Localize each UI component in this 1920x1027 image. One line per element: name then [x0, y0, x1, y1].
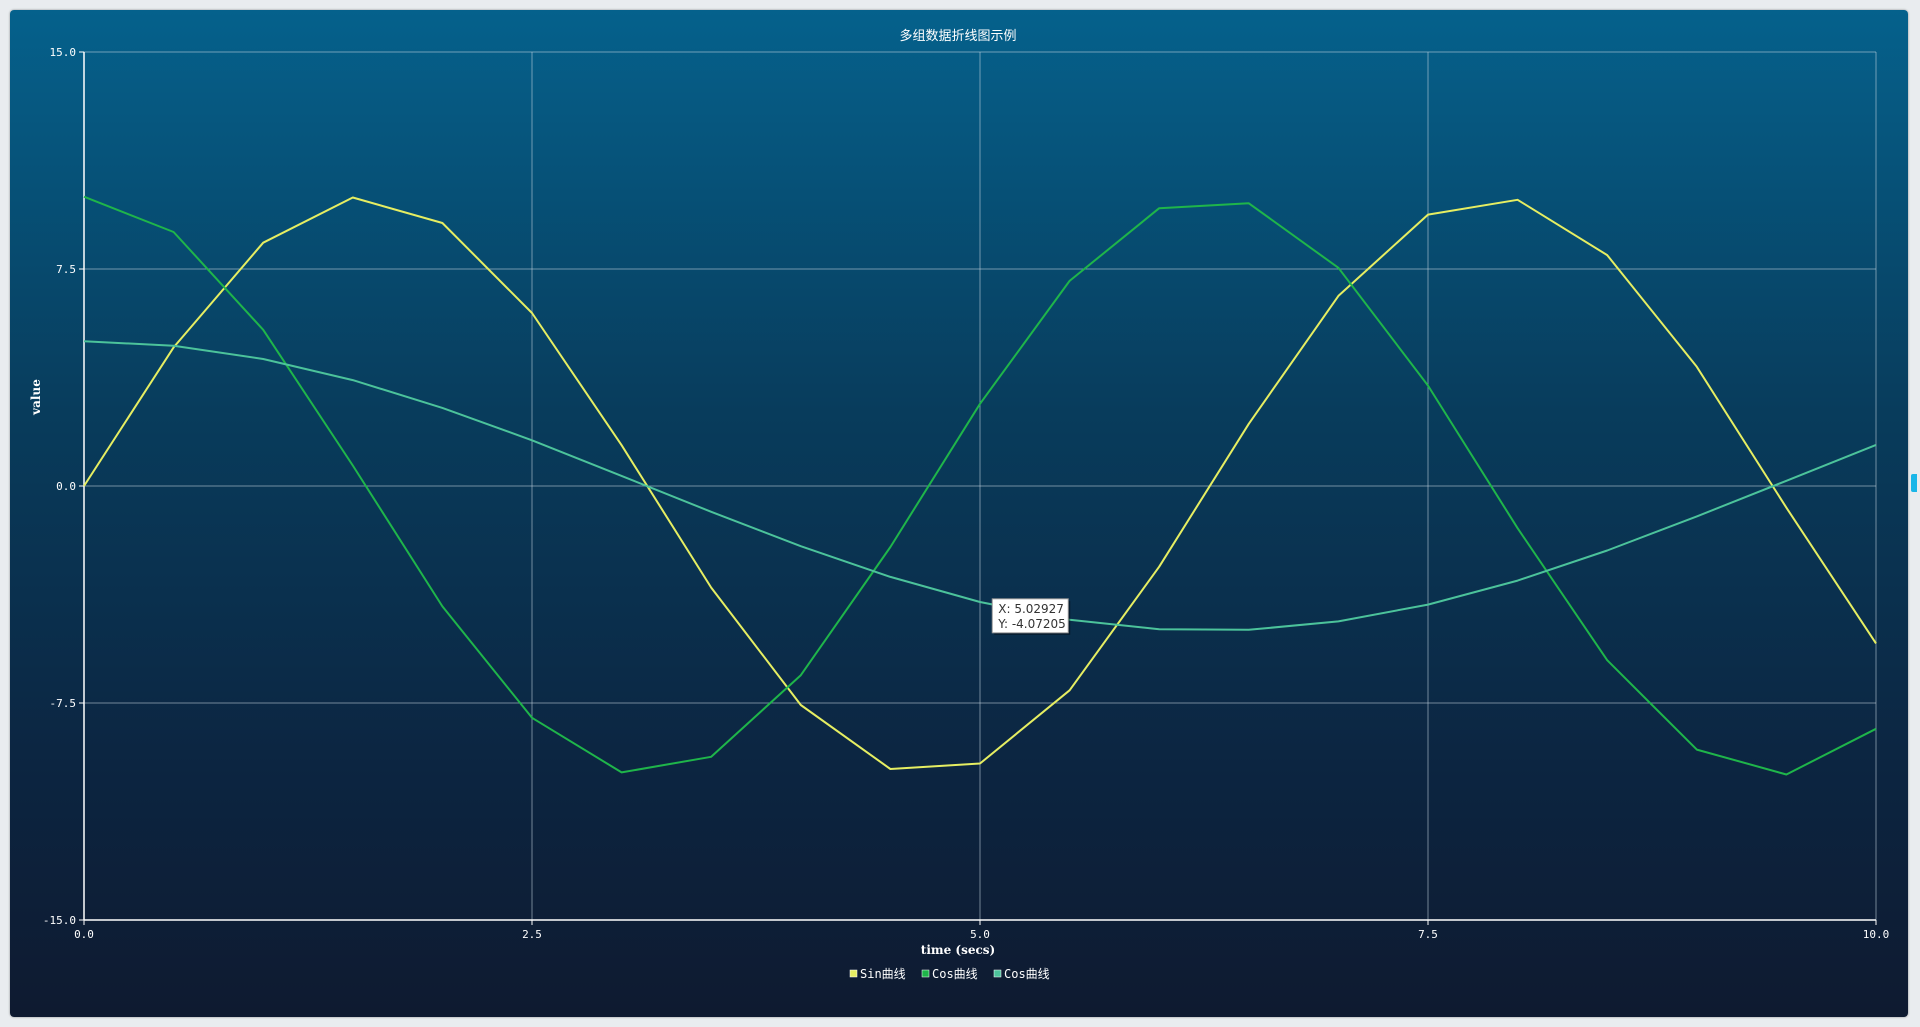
x-axis-title: time (secs) — [921, 943, 995, 957]
grid — [84, 51, 1877, 920]
tick-labels: 0.0 2.5 5.0 7.5 10.0 15.0 7.5 0.0 -7.5 -15.0 — [43, 46, 1889, 941]
y-tick-label: -15.0 — [43, 914, 76, 927]
chart-panel: 0.0 2.5 5.0 7.5 10.0 15.0 7.5 0.0 -7.5 -15.0 多组数据… — [10, 10, 1908, 1017]
y-axis-title: value — [29, 379, 43, 416]
side-panel-handle[interactable] — [1911, 474, 1917, 492]
legend-label-3: Cos曲线 — [1004, 967, 1050, 981]
x-tick-label: 0.0 — [74, 928, 94, 941]
x-tick-label: 10.0 — [1863, 928, 1890, 941]
series-layer — [83, 195, 1877, 776]
y-tick-label: 7.5 — [56, 263, 76, 276]
tooltip-x-text: X: 5.02927 — [998, 602, 1064, 616]
x-tick-label: 5.0 — [970, 928, 990, 941]
legend: Sin曲线 Cos曲线 Cos曲线 — [849, 967, 1050, 981]
y-tick-label: 15.0 — [50, 46, 77, 59]
series-line-2 — [83, 195, 1877, 776]
legend-swatch-3 — [993, 969, 1002, 978]
tooltip-box — [991, 598, 1069, 634]
tooltip-y-text: Y: -4.07205 — [997, 617, 1066, 631]
y-tick-label: -7.5 — [50, 697, 77, 710]
legend-swatch-1 — [849, 969, 858, 978]
series-line-1 — [83, 196, 1877, 770]
x-tick-label: 2.5 — [522, 928, 542, 941]
line-chart[interactable]: 0.0 2.5 5.0 7.5 10.0 15.0 7.5 0.0 -7.5 -15.0 多组数据… — [10, 10, 1908, 1017]
series-line-3 — [83, 340, 1877, 631]
x-tick-label: 7.5 — [1418, 928, 1438, 941]
legend-label-1: Sin曲线 — [860, 967, 906, 981]
y-tick-label: 0.0 — [56, 480, 76, 493]
legend-label-2: Cos曲线 — [932, 967, 978, 981]
axes — [79, 51, 1877, 925]
legend-swatch-2 — [921, 969, 930, 978]
chart-title: 多组数据折线图示例 — [899, 28, 1016, 44]
